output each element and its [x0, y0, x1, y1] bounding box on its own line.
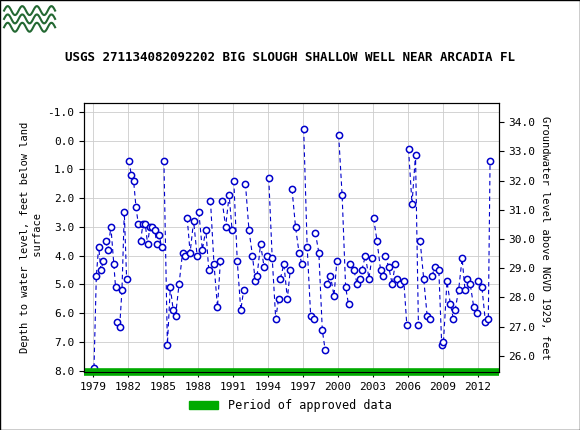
- Bar: [3, 3, 58, 35]
- Text: USGS 271134082092202 BIG SLOUGH SHALLOW WELL NEAR ARCADIA FL: USGS 271134082092202 BIG SLOUGH SHALLOW …: [65, 52, 515, 64]
- Text: USGS: USGS: [63, 10, 118, 28]
- Legend: Period of approved data: Period of approved data: [184, 394, 396, 417]
- Y-axis label: Depth to water level, feet below land
 surface: Depth to water level, feet below land su…: [20, 122, 44, 353]
- Y-axis label: Groundwater level above NGVD 1929, feet: Groundwater level above NGVD 1929, feet: [539, 116, 550, 359]
